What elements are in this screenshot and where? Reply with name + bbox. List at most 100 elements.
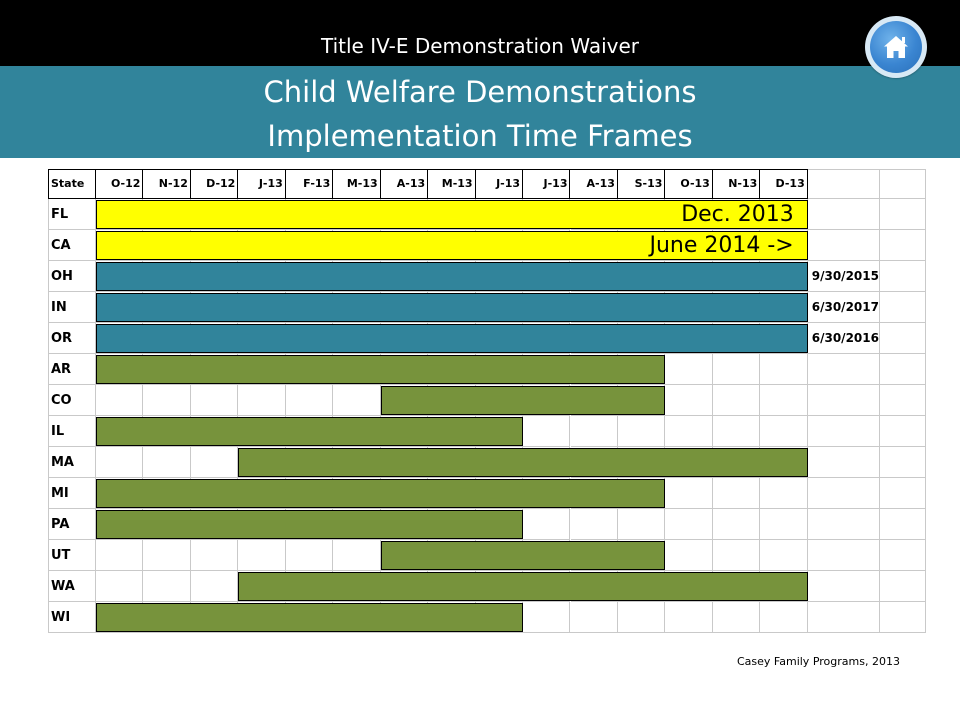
- grid-cell: [665, 478, 713, 509]
- grid-cell: [807, 571, 880, 602]
- state-label: AR: [51, 362, 72, 377]
- grid-cell: [760, 385, 808, 416]
- grid-cell: [760, 478, 808, 509]
- column-header-month: M-13: [333, 169, 381, 199]
- grid-cell: [712, 385, 761, 416]
- column-header-month: J-13: [476, 169, 524, 199]
- grid-cell: [333, 385, 381, 416]
- grid-cell: [807, 230, 880, 261]
- timeline-bar: [96, 324, 808, 353]
- home-button[interactable]: [865, 16, 927, 78]
- state-cell: [48, 416, 96, 447]
- bar-label: Dec. 2013: [681, 202, 794, 227]
- grid-cell: [665, 540, 713, 571]
- grid-cell: [238, 540, 286, 571]
- column-header-month: D-13: [760, 169, 808, 199]
- end-date-label: 6/30/2016: [811, 331, 879, 345]
- grid-cell: [712, 416, 761, 447]
- state-cell: [48, 447, 96, 478]
- state-label: WI: [51, 610, 71, 625]
- grid-cell: [712, 354, 761, 385]
- grid-cell: [807, 261, 880, 292]
- banner-title-line1: Child Welfare Demonstrations: [263, 75, 697, 109]
- grid-cell: [807, 323, 880, 354]
- grid-cell: [879, 169, 926, 199]
- state-cell: [48, 199, 96, 230]
- title-banner: Child Welfare Demonstrations Implementat…: [0, 66, 960, 158]
- grid-cell: [285, 385, 334, 416]
- grid-cell: [96, 447, 144, 478]
- grid-cell: [807, 416, 880, 447]
- grid-cell: [238, 385, 286, 416]
- grid-cell: [807, 540, 880, 571]
- grid-cell: [712, 602, 761, 633]
- end-date-label: 9/30/2015: [811, 269, 879, 283]
- grid-cell: [807, 478, 880, 509]
- state-label: CO: [51, 393, 72, 408]
- grid-cell: [190, 540, 239, 571]
- state-cell: [48, 354, 96, 385]
- column-header-month: M-13: [428, 169, 476, 199]
- state-cell: [48, 602, 96, 633]
- grid-cell: [879, 230, 926, 261]
- state-cell: [48, 323, 96, 354]
- grid-cell: [665, 602, 713, 633]
- grid-cell: [190, 571, 239, 602]
- grid-cell: [807, 199, 880, 230]
- state-label: WA: [51, 579, 75, 594]
- grid-cell: [523, 416, 571, 447]
- grid-cell: [879, 323, 926, 354]
- grid-cell: [143, 385, 191, 416]
- bar-label: June 2014 ->: [649, 233, 794, 258]
- grid-cell: [807, 509, 880, 540]
- grid-cell: [523, 509, 571, 540]
- grid-cell: [333, 540, 381, 571]
- grid-cell: [665, 385, 713, 416]
- timeline-bar: [380, 386, 666, 415]
- column-header-state: State: [48, 169, 96, 199]
- column-header-month: O-12: [96, 169, 144, 199]
- column-header-month: D-12: [191, 169, 239, 199]
- grid-cell: [617, 416, 666, 447]
- grid-cell: [879, 540, 926, 571]
- grid-cell: [807, 602, 880, 633]
- grid-cell: [96, 385, 144, 416]
- state-label: IL: [51, 424, 65, 439]
- grid-cell: [665, 416, 713, 447]
- timeline-bar: [96, 603, 524, 632]
- grid-cell: [617, 509, 666, 540]
- grid-cell: [617, 602, 666, 633]
- timeline-bar: [96, 231, 808, 260]
- grid-cell: [96, 571, 144, 602]
- column-header-month: N-12: [143, 169, 191, 199]
- home-button-face: [870, 21, 922, 73]
- state-label: FL: [51, 207, 69, 222]
- grid-cell: [807, 354, 880, 385]
- state-cell: [48, 540, 96, 571]
- grid-cell: [760, 509, 808, 540]
- grid-cell: [879, 385, 926, 416]
- banner-title-line2: Implementation Time Frames: [267, 119, 693, 153]
- grid-cell: [879, 509, 926, 540]
- grid-cell: [879, 354, 926, 385]
- home-icon: [884, 36, 908, 58]
- grid-cell: [143, 540, 191, 571]
- column-header-month: N-13: [713, 169, 761, 199]
- column-header-month: F-13: [286, 169, 334, 199]
- state-label: MI: [51, 486, 69, 501]
- timeline-bar: [96, 355, 666, 384]
- grid-cell: [143, 447, 191, 478]
- grid-cell: [190, 385, 239, 416]
- state-label: CA: [51, 238, 71, 253]
- timeline-bar: [380, 541, 666, 570]
- state-label: OH: [51, 269, 73, 284]
- grid-cell: [760, 354, 808, 385]
- column-header-month: J-13: [523, 169, 571, 199]
- grid-cell: [879, 261, 926, 292]
- grid-cell: [879, 478, 926, 509]
- grid-cell: [285, 540, 334, 571]
- state-cell: [48, 230, 96, 261]
- timeline-bar: [96, 200, 808, 229]
- column-header-month: A-13: [571, 169, 618, 199]
- source-credit: Casey Family Programs, 2013: [737, 655, 900, 668]
